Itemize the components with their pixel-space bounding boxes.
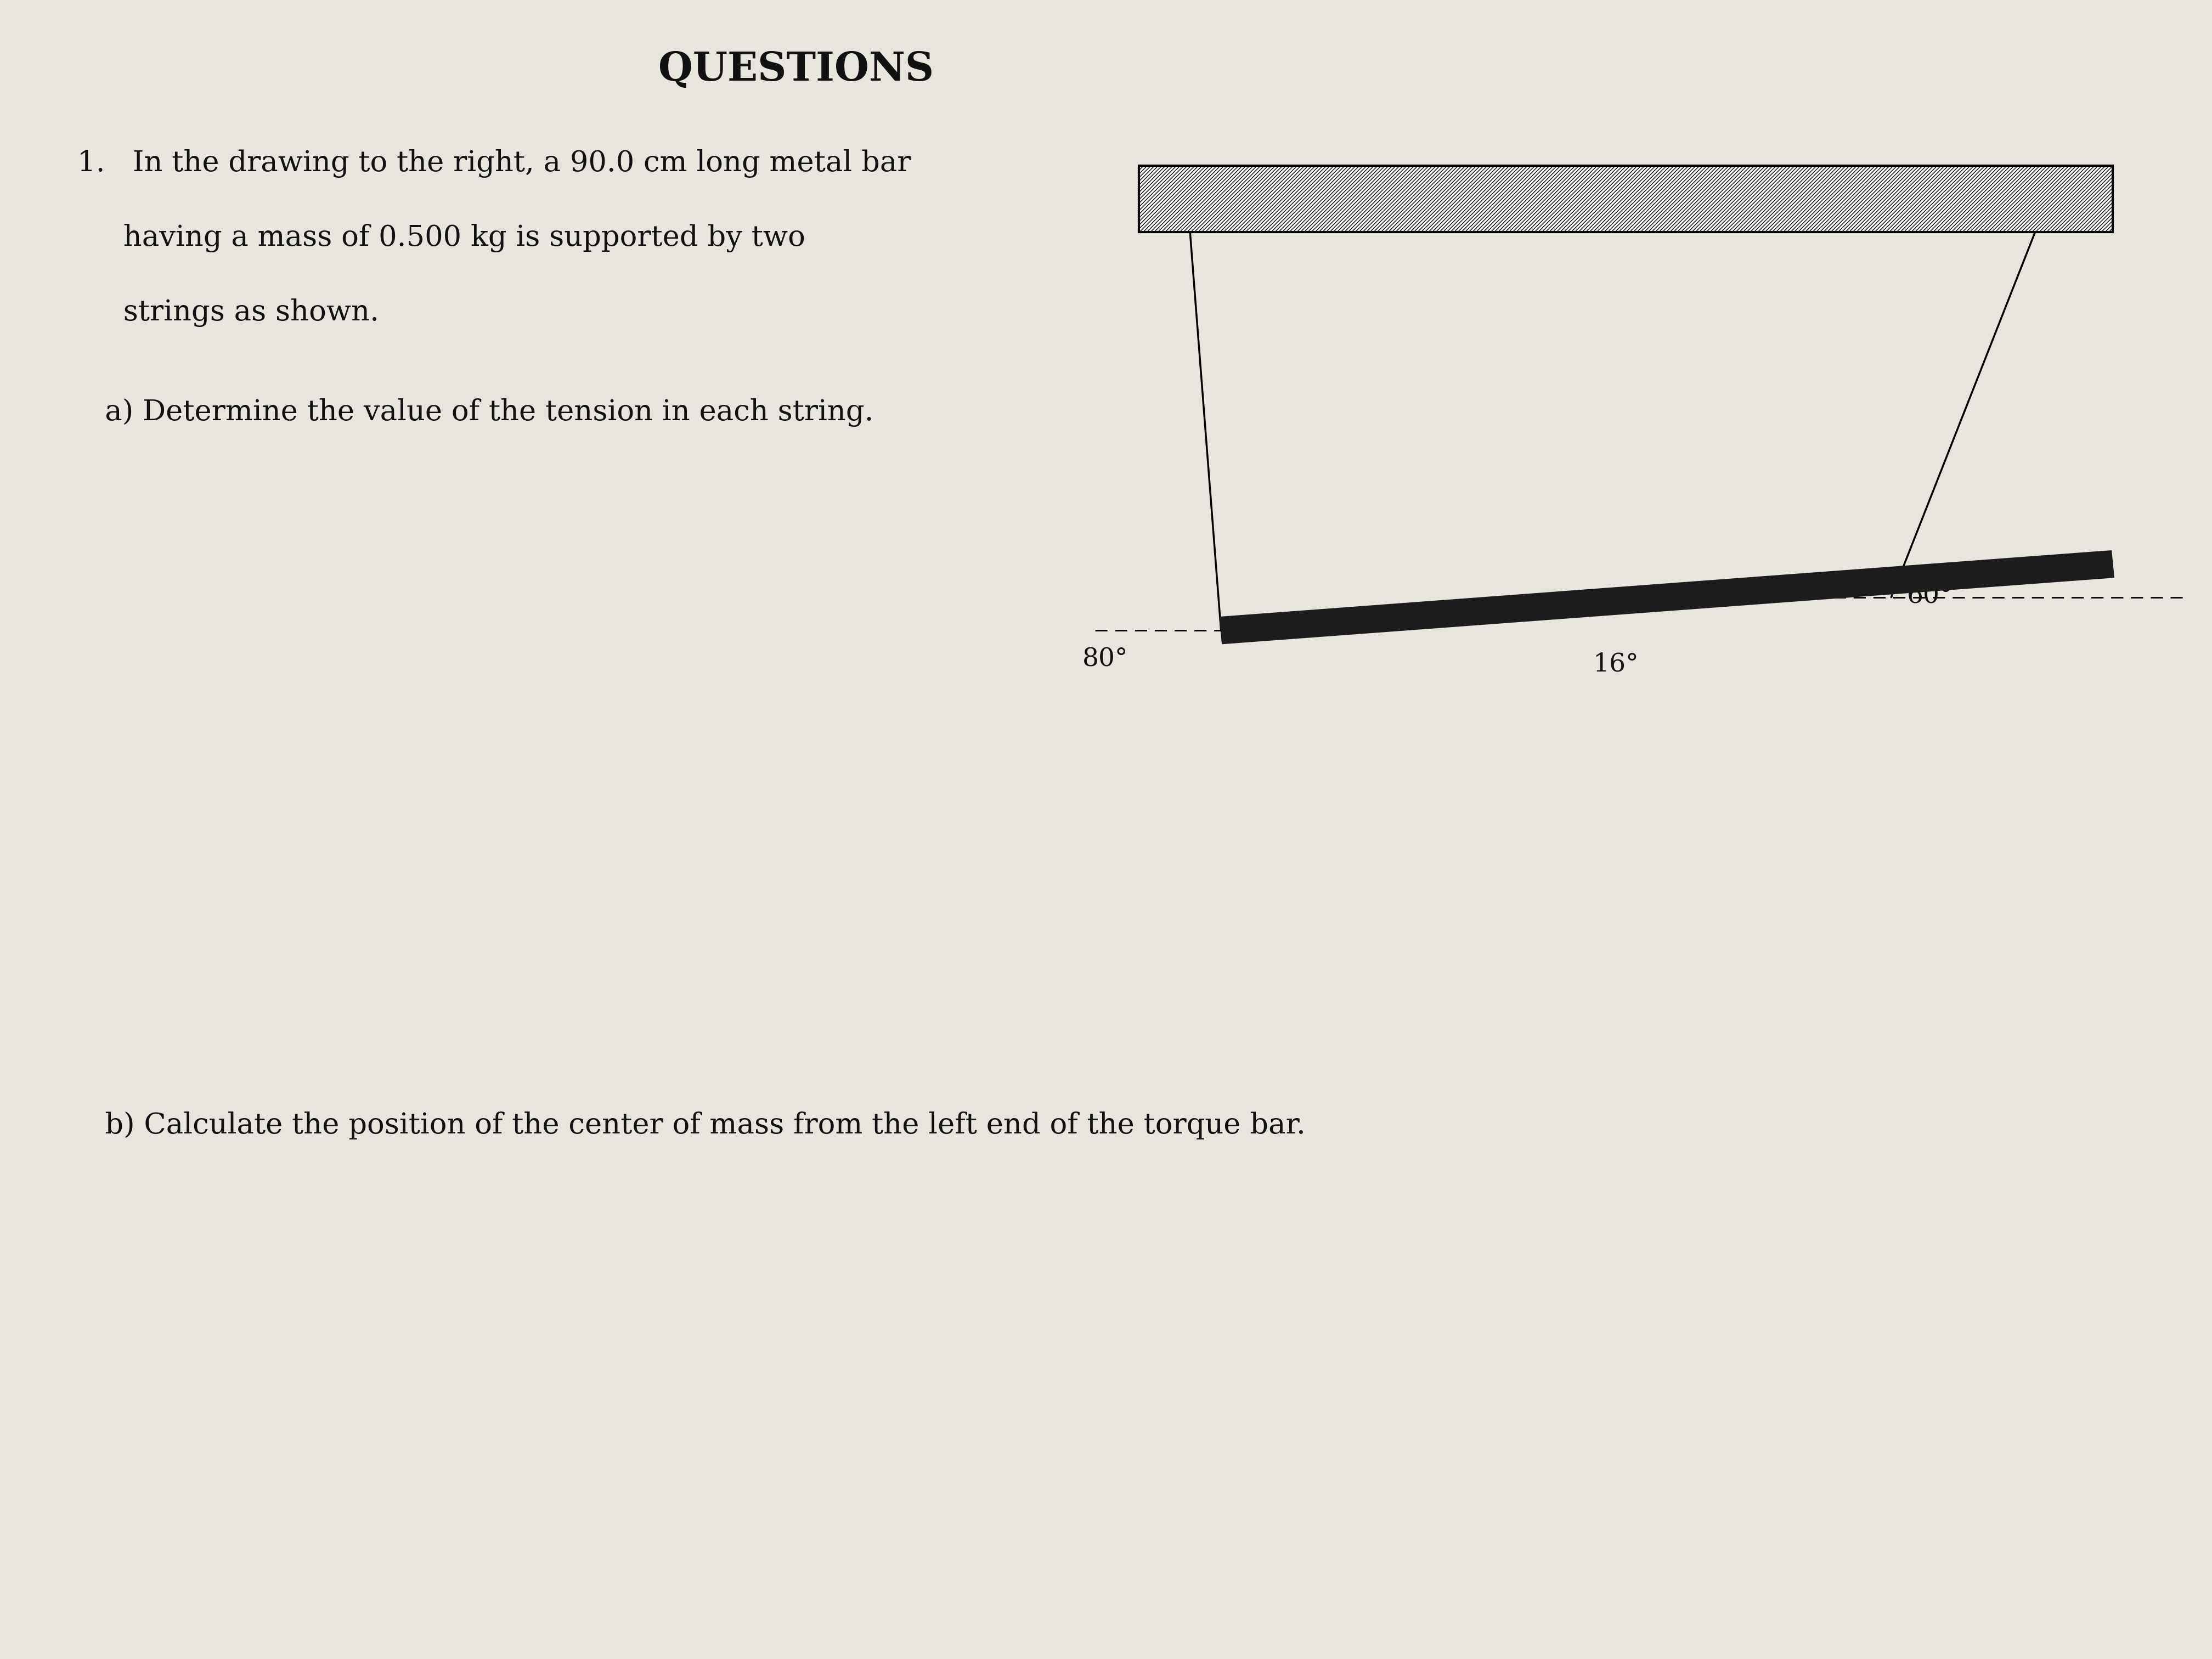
Polygon shape	[1139, 166, 2112, 232]
Polygon shape	[1219, 551, 2115, 644]
Text: strings as shown.: strings as shown.	[77, 299, 378, 327]
Text: 1.   In the drawing to the right, a 90.0 cm long metal bar: 1. In the drawing to the right, a 90.0 c…	[77, 149, 911, 178]
Text: 16°: 16°	[1593, 652, 1639, 677]
Text: a) Determine the value of the tension in each string.: a) Determine the value of the tension in…	[77, 398, 874, 426]
Text: having a mass of 0.500 kg is supported by two: having a mass of 0.500 kg is supported b…	[77, 224, 805, 252]
Text: 60°: 60°	[1907, 584, 1953, 609]
Text: 80°: 80°	[1082, 647, 1128, 672]
Text: b) Calculate the position of the center of mass from the left end of the torque : b) Calculate the position of the center …	[77, 1112, 1305, 1140]
Text: QUESTIONS: QUESTIONS	[659, 50, 933, 88]
